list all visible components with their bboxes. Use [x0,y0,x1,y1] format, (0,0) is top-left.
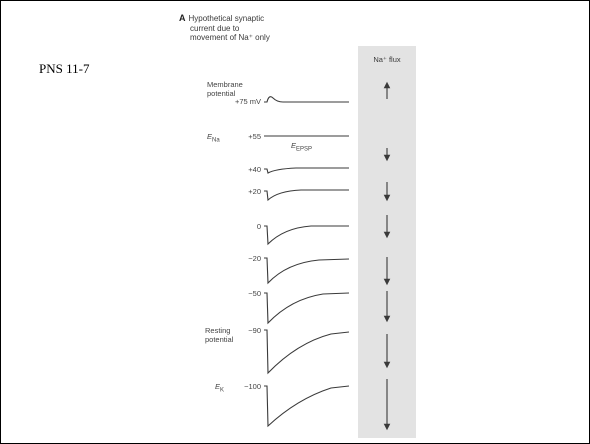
e-na-letter: E [207,132,213,141]
potential-label-0: 0 [256,222,261,231]
trace-minus100 [264,385,350,428]
trace-20 [264,189,349,202]
slide-label: PNS 11-7 [39,61,90,76]
membrane-potential-label-line-2: potential [207,88,236,98]
resting-potential-label: Resting potential [205,326,234,344]
trace-75 [264,96,349,103]
resting-potential-label-line-1: Resting [205,326,231,335]
potential-label-40: +40 [248,165,261,174]
e-k-label: EK [215,382,225,395]
e-k-letter: E [215,382,221,391]
membrane-potential-label-line-1: Membrane [207,80,243,89]
resting-potential-label-line-2: potential [205,334,234,344]
potential-label-20: +20 [248,187,261,196]
e-k-subscript: K [220,387,225,394]
panel-title-text-1: Hypothetical synaptic [188,14,265,23]
panel-letter: A [179,13,186,23]
potential-label-minus50: −50 [248,289,261,298]
potential-label-55: +55 [248,132,261,141]
trace-minus20 [264,257,350,285]
panel-title: A Hypothetical synaptic current due to mo… [179,13,369,43]
potential-label-minus100: −100 [244,382,261,391]
membrane-potential-label: Membrane potential [207,80,243,98]
e-na-subscript: Na [212,137,220,144]
trace-minus90 [264,329,350,375]
na-flux-column [358,46,416,438]
panel-title-line-1: A Hypothetical synaptic [179,13,369,24]
e-epsp-label: EEPSP [291,141,313,154]
potential-label-minus90: −90 [248,326,261,335]
trace-0 [264,225,349,246]
trace-minus50 [264,292,350,325]
panel-title-line-3: movement of Na⁺ only [190,33,270,42]
na-flux-header: Na⁺ flux [373,55,401,64]
panel-title-line-2: current due to [190,23,240,33]
e-epsp-letter: E [291,141,297,150]
potential-label-minus20: −20 [248,254,261,263]
e-na-label: ENa [207,132,220,145]
trace-40 [264,167,349,174]
potential-label-75: +75 mV [234,97,261,106]
e-epsp-subscript: EPSP [296,146,313,153]
